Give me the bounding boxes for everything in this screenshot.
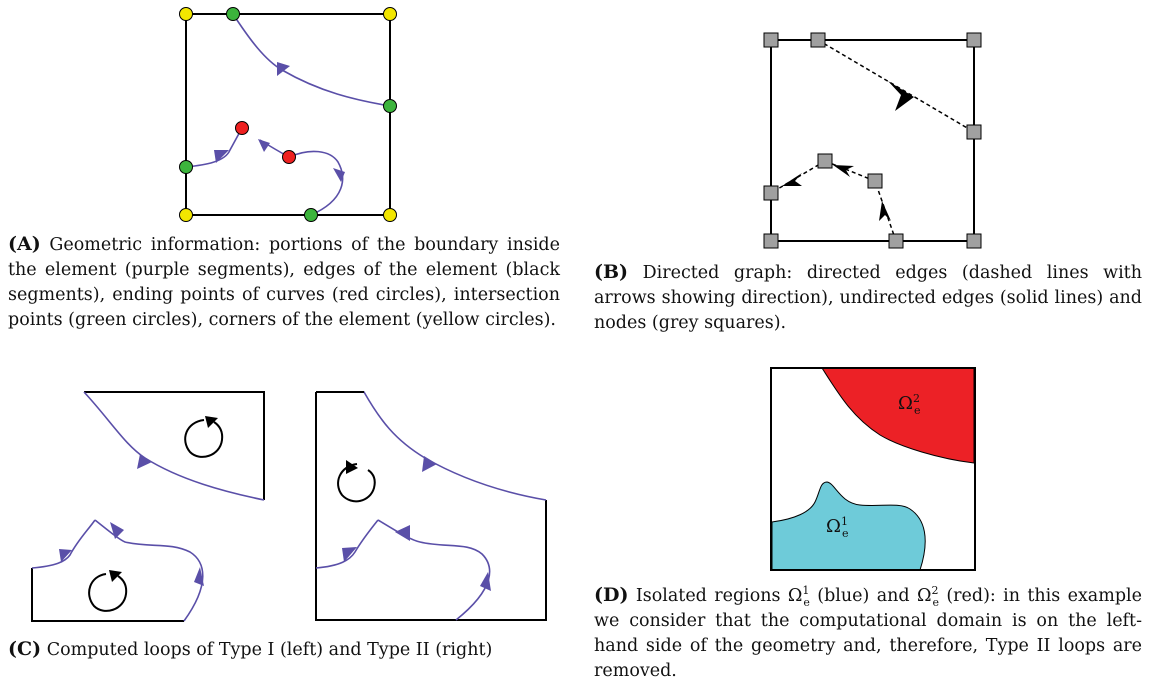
- node: [763, 185, 779, 201]
- node: [867, 173, 883, 189]
- type-i-loop-upper: [83, 391, 265, 501]
- arrow: [342, 547, 357, 562]
- arrow-lower-right: [333, 168, 345, 182]
- node: [966, 124, 982, 140]
- rotation-arrow: [184, 419, 224, 458]
- node: [966, 32, 982, 48]
- end-point: [282, 150, 296, 164]
- arrow: [59, 549, 72, 562]
- arrowhead: [782, 173, 802, 186]
- arrow-lower-mid: [258, 139, 270, 152]
- directed-edge: [817, 39, 975, 133]
- arrow: [480, 572, 491, 591]
- panel-c-figure: [31, 391, 547, 622]
- arrowhead: [879, 201, 891, 221]
- panel-b-caption-text: Directed graph: directed edges (dashed l…: [594, 263, 1142, 333]
- arrow-upper: [277, 62, 290, 76]
- region-red: [821, 367, 975, 464]
- omega-2-label: Ω2e: [898, 392, 921, 417]
- corner-point-tr: [383, 7, 397, 21]
- intersection-point: [179, 160, 193, 174]
- arrow: [395, 525, 410, 541]
- panel-c-label: (C): [8, 638, 42, 660]
- panel-a-caption: (A) Geometric information: portions of t…: [8, 232, 560, 333]
- end-point: [235, 121, 249, 135]
- node: [810, 32, 826, 48]
- boundary-curve-upper: [232, 13, 391, 107]
- intersection-point: [226, 7, 240, 21]
- element-edges: [770, 39, 975, 242]
- rotation-arrow: [337, 463, 376, 503]
- panel-a-figure: [179, 7, 397, 222]
- panel-a-caption-text: Geometric information: portions of the b…: [8, 235, 560, 330]
- panel-c-caption: (C) Computed loops of Type I (left) and …: [8, 637, 568, 663]
- panel-b-caption: (B) Directed graph: directed edges (dash…: [594, 260, 1142, 336]
- panel-d-caption-post: (red): in this example we consider that …: [594, 586, 1142, 681]
- region-blue: [771, 481, 926, 571]
- arrow: [194, 567, 204, 586]
- panel-d-caption-pre: Isolated regions: [635, 586, 788, 606]
- node: [966, 233, 982, 249]
- arrowhead: [833, 165, 854, 177]
- element-edges: [770, 367, 976, 571]
- panel-d-caption: (D) Isolated regions Ω1e (blue) and Ω2e …: [594, 583, 1142, 684]
- element-edges: [185, 13, 391, 216]
- panel-d-caption-mid: (blue) and: [809, 586, 917, 606]
- node: [817, 153, 833, 169]
- boundary-curve-lower-right: [259, 139, 344, 216]
- node: [763, 32, 779, 48]
- arrow: [110, 522, 124, 539]
- omega-2-inline: Ω2e: [916, 584, 939, 609]
- corner-point-br: [383, 208, 397, 222]
- arrowhead: [888, 81, 914, 111]
- corner-point-bl: [179, 208, 193, 222]
- panel-d-figure: [770, 367, 976, 571]
- omega-1-label: Ω1e: [826, 515, 849, 540]
- type-ii-loop: [315, 391, 547, 621]
- intersection-point: [383, 99, 397, 113]
- corner-point-tl: [179, 7, 193, 21]
- arrow: [422, 456, 437, 472]
- node: [888, 233, 904, 249]
- panel-b-label: (B): [594, 261, 629, 283]
- rotation-arrow: [88, 573, 128, 612]
- omega-1-inline: Ω1e: [787, 584, 810, 609]
- node: [763, 233, 779, 249]
- type-i-loop-lower: [31, 519, 204, 622]
- boundary-curve-lower-left: [185, 127, 243, 168]
- panel-a-label: (A): [8, 233, 41, 255]
- directed-edge: [824, 160, 876, 182]
- panel-c-caption-text: Computed loops of Type I (left) and Type…: [46, 640, 493, 660]
- intersection-point: [304, 208, 318, 222]
- arrow-lower-left: [214, 150, 229, 163]
- panel-b-figure: [763, 32, 982, 249]
- panel-d-label: (D): [594, 584, 629, 606]
- arrow: [137, 454, 152, 469]
